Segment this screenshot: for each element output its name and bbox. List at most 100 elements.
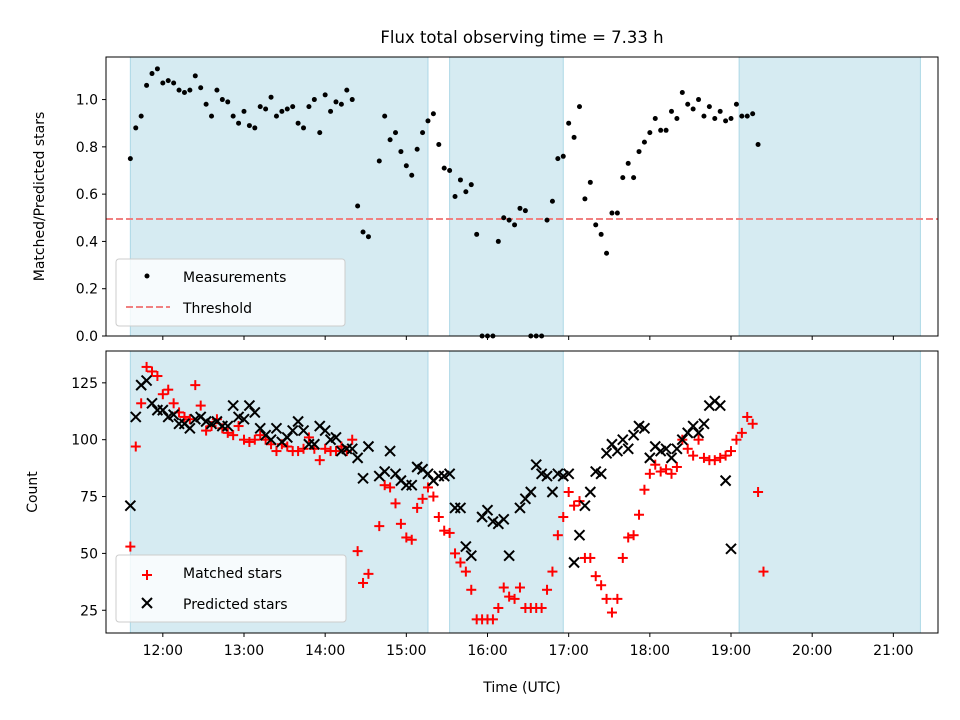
legend-threshold-label: Threshold (182, 301, 252, 317)
measurement-point (614, 210, 620, 216)
predicted-star-point (600, 447, 613, 460)
predicted-star-point-b (725, 543, 737, 555)
predicted-star-point-b (606, 438, 618, 450)
predicted-star-point-b (638, 422, 651, 435)
measurement-point (176, 87, 182, 93)
matched-star-point (233, 421, 244, 432)
measurement-point (322, 92, 328, 98)
predicted-star-point (270, 422, 283, 435)
predicted-star-point (238, 413, 250, 425)
x-tick-label: 17:00 (548, 643, 588, 659)
matched-star-point (385, 482, 396, 493)
predicted-star-point-b (249, 406, 261, 419)
predicted-star-point-b (254, 422, 266, 435)
predicted-star-point-b (286, 424, 299, 437)
measurement-point (154, 66, 160, 72)
measurement-point (360, 229, 366, 235)
measurement-point (468, 182, 474, 188)
predicted-star-point-b (292, 415, 304, 428)
measurement-point (739, 113, 745, 119)
measurement-point (723, 118, 729, 124)
measurement-point (149, 71, 155, 77)
matched-star-point (146, 366, 157, 377)
predicted-star-point-b (460, 540, 472, 553)
measurement-point (755, 141, 761, 147)
measurement-point (290, 104, 296, 110)
predicted-star-point-b (200, 415, 212, 428)
predicted-star-point (660, 443, 672, 455)
matched-star-point (352, 546, 363, 557)
matched-star-point (742, 411, 753, 422)
measurement-point (263, 106, 269, 112)
measurement-point (306, 104, 312, 110)
measurement-point (295, 120, 301, 126)
measurement-point (181, 89, 187, 95)
matched-star-point (504, 591, 515, 602)
predicted-star-point (384, 445, 396, 457)
measurement-point (333, 99, 339, 105)
measurement-point (690, 106, 696, 112)
matched-star-point (698, 452, 709, 463)
predicted-star-point-b (146, 397, 158, 410)
measurement-point (311, 97, 317, 103)
predicted-star-point-b (546, 486, 559, 498)
top-legend-box (115, 258, 346, 327)
measurement-point (441, 165, 447, 171)
measurement-point (203, 101, 209, 107)
measurement-point (160, 80, 166, 86)
measurement-point (301, 125, 307, 131)
measurement-point (387, 137, 393, 143)
legend-matched-marker (142, 570, 152, 580)
matched-star-point (661, 464, 672, 475)
predicted-star-point-b (617, 433, 629, 446)
matched-star-point (634, 509, 645, 520)
top-y-tick-label: 1.0 (76, 93, 98, 109)
predicted-star-point-b (232, 411, 245, 423)
predicted-star-point-b (660, 443, 672, 455)
bottom-axes-frame (105, 350, 939, 634)
predicted-star-point (351, 452, 364, 464)
matched-star-point (406, 534, 417, 545)
matched-star-point (249, 434, 260, 445)
bottom-y-tick-label: 25 (80, 603, 98, 619)
matched-star-point (596, 580, 607, 591)
predicted-star-point-b (308, 438, 321, 450)
measurement-point (414, 146, 420, 152)
measurement-point (279, 108, 285, 114)
predicted-star-point (692, 427, 705, 439)
predicted-star-point (595, 468, 607, 480)
predicted-star-point-b (633, 420, 645, 432)
predicted-star-point-b (541, 470, 553, 482)
measurement-point (236, 120, 242, 126)
predicted-star-point-b (384, 445, 396, 457)
measurement-point (398, 149, 404, 155)
predicted-star-point-b (184, 422, 196, 435)
measurement-point (257, 104, 263, 110)
matched-star-point (493, 602, 504, 613)
predicted-star-point-b (698, 418, 710, 430)
predicted-star-point-b (378, 465, 391, 478)
observing-band (449, 57, 564, 336)
matched-star-point (428, 491, 439, 502)
x-tick-label: 18:00 (630, 643, 670, 659)
predicted-star-point-b (644, 452, 656, 464)
predicted-star-point-b (319, 424, 331, 437)
measurement-point (344, 87, 350, 93)
measurement-point (393, 130, 399, 136)
measurement-point (452, 194, 458, 199)
predicted-star-point-b (665, 452, 678, 464)
measurement-point (198, 85, 204, 91)
predicted-star-point-b (454, 502, 467, 514)
predicted-star-point-b (124, 499, 137, 512)
measurement-point (133, 125, 139, 131)
matched-star-point (271, 446, 282, 457)
predicted-star-point-b (481, 504, 494, 516)
matched-star-point (558, 512, 569, 523)
predicted-star-point-b (270, 422, 283, 435)
measurement-point (593, 222, 599, 228)
matched-star-point (238, 434, 249, 445)
predicted-star-point-b (389, 468, 402, 480)
predicted-star-point-b (411, 461, 423, 473)
legend-measurements-label: Measurements (183, 270, 286, 286)
top-panel: 0.0 0.2 0.4 0.6 0.8 1.0 Matched/Predicted sta… (32, 56, 939, 345)
